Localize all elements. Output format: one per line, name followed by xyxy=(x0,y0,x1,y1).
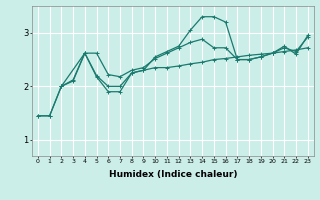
X-axis label: Humidex (Indice chaleur): Humidex (Indice chaleur) xyxy=(108,170,237,179)
